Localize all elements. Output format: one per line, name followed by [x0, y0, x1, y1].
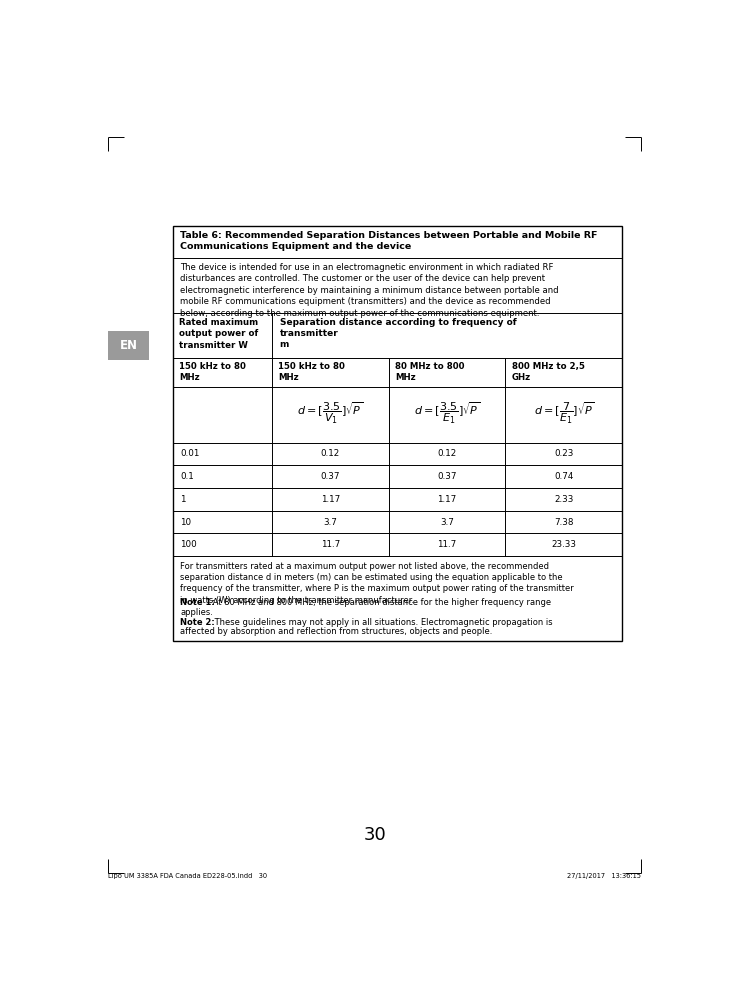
Bar: [108, 331, 148, 360]
Text: Lipo UM 3385A FDA Canada ED228-05.indd   30: Lipo UM 3385A FDA Canada ED228-05.indd 3…: [108, 873, 268, 879]
Text: 11.7: 11.7: [437, 540, 457, 549]
Text: 3.7: 3.7: [323, 518, 337, 527]
Text: 1: 1: [181, 495, 186, 504]
Text: 1.17: 1.17: [437, 495, 457, 504]
Text: For transmitters rated at a maximum output power not listed above, the recommend: For transmitters rated at a maximum outp…: [181, 562, 575, 605]
Text: 0.12: 0.12: [321, 449, 340, 458]
Bar: [173, 226, 622, 641]
Text: 0.1: 0.1: [181, 472, 194, 481]
Text: 80 MHz to 800
MHz: 80 MHz to 800 MHz: [395, 362, 464, 382]
Text: affected by absorption and reflection from structures, objects and people.: affected by absorption and reflection fr…: [181, 627, 493, 636]
Text: 30: 30: [363, 826, 386, 844]
Text: Separation distance according to frequency of
transmitter
m: Separation distance according to frequen…: [280, 318, 516, 349]
Text: 11.7: 11.7: [321, 540, 340, 549]
Text: 0.37: 0.37: [321, 472, 340, 481]
Text: 100: 100: [181, 540, 197, 549]
Text: 7.38: 7.38: [554, 518, 574, 527]
Text: 0.74: 0.74: [554, 472, 574, 481]
Text: 27/11/2017   13:36:15: 27/11/2017 13:36:15: [567, 873, 641, 879]
Text: 800 MHz to 2,5
GHz: 800 MHz to 2,5 GHz: [512, 362, 585, 382]
Text: 2.33: 2.33: [554, 495, 574, 504]
Text: Rated maximum
output power of
transmitter W: Rated maximum output power of transmitte…: [179, 318, 258, 350]
Text: 0.01: 0.01: [181, 449, 200, 458]
Text: 0.12: 0.12: [437, 449, 457, 458]
Text: 150 kHz to 80
MHz: 150 kHz to 80 MHz: [179, 362, 246, 382]
Text: At 80 MHz and 800 MHz, the separation distance for the higher frequency range: At 80 MHz and 800 MHz, the separation di…: [210, 598, 551, 607]
Text: 0.37: 0.37: [437, 472, 457, 481]
Text: These guidelines may not apply in all situations. Electromagnetic propagation is: These guidelines may not apply in all si…: [211, 618, 552, 627]
Text: applies.: applies.: [181, 608, 213, 617]
Text: Note 1:: Note 1:: [181, 598, 215, 607]
Text: $d = [\dfrac{3.5}{E_1}]\sqrt{P}$: $d = [\dfrac{3.5}{E_1}]\sqrt{P}$: [414, 401, 480, 426]
Text: 150 kHz to 80
MHz: 150 kHz to 80 MHz: [279, 362, 345, 382]
Text: 10: 10: [181, 518, 192, 527]
Text: $d = [\dfrac{7}{E_1}]\sqrt{P}$: $d = [\dfrac{7}{E_1}]\sqrt{P}$: [534, 401, 594, 426]
Text: 23.33: 23.33: [551, 540, 576, 549]
Text: 0.23: 0.23: [554, 449, 574, 458]
Text: Note 2:: Note 2:: [181, 618, 215, 627]
Text: Table 6: Recommended Separation Distances between Portable and Mobile RF
Communi: Table 6: Recommended Separation Distance…: [181, 231, 598, 251]
Text: 3.7: 3.7: [440, 518, 454, 527]
Text: 1.17: 1.17: [321, 495, 340, 504]
Text: EN: EN: [120, 339, 137, 352]
Text: $d = [\dfrac{3.5}{V_1}]\sqrt{P}$: $d = [\dfrac{3.5}{V_1}]\sqrt{P}$: [298, 401, 363, 426]
Text: The device is intended for use in an electromagnetic environment in which radiat: The device is intended for use in an ele…: [181, 263, 559, 318]
